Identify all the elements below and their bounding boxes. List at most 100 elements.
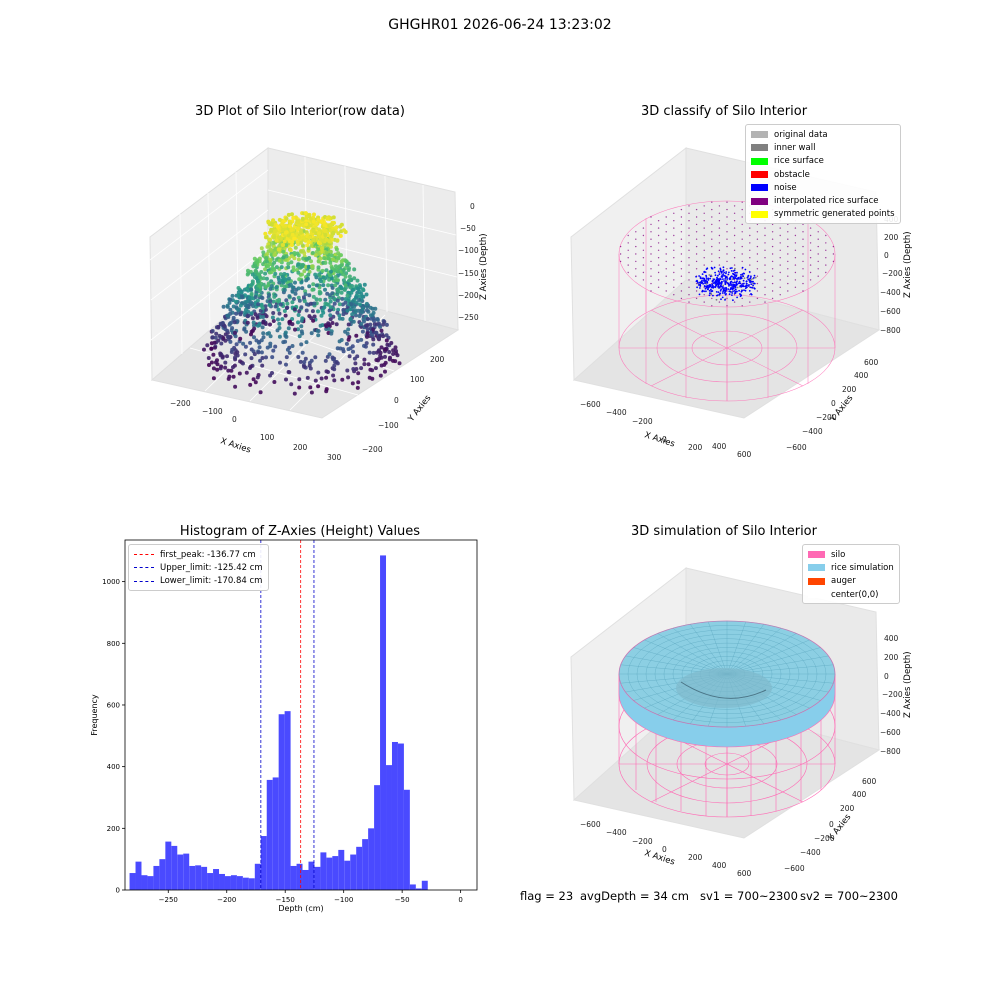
- raw-point: [276, 247, 281, 252]
- noise-point: [731, 286, 733, 288]
- noise-point: [724, 280, 727, 282]
- interpolated-point: [627, 234, 629, 237]
- raw-point: [296, 220, 300, 224]
- noise-point: [708, 289, 711, 292]
- raw-point: [321, 275, 326, 280]
- mesh-spoke: [726, 639, 810, 675]
- classify-y-tick: −600: [786, 443, 807, 452]
- classify-legend: original data inner wall rice surface ob…: [745, 124, 901, 225]
- noise-point: [728, 293, 731, 296]
- interpolated-point: [802, 245, 804, 248]
- histogram-bar: [224, 876, 231, 890]
- raw-point: [277, 244, 282, 248]
- interpolated-point: [817, 260, 819, 263]
- noise-point: [713, 278, 715, 281]
- raw-point: [394, 351, 399, 356]
- simulation-y-tick: 600: [862, 777, 877, 786]
- raw-point: [332, 367, 337, 372]
- raw-point: [252, 352, 257, 357]
- interpolated-point: [711, 201, 713, 203]
- avg-depth-text: avgDepth = 34 cm: [580, 889, 689, 903]
- histogram-y-tick-label: 600: [107, 701, 120, 709]
- interpolated-point: [771, 297, 774, 300]
- raw-point: [264, 276, 269, 281]
- interpolated-point: [680, 275, 683, 277]
- raw-point: [284, 284, 289, 289]
- noise-point: [724, 299, 726, 301]
- noise-point: [752, 284, 754, 287]
- interpolated-point: [650, 268, 652, 270]
- noise-point: [727, 288, 730, 290]
- raw-point: [253, 264, 258, 269]
- raw-point: [282, 272, 287, 276]
- raw-point: [355, 286, 360, 291]
- noise-point: [703, 278, 706, 281]
- noise-point: [749, 286, 752, 289]
- raw-point: [353, 308, 358, 313]
- raw-point: [370, 306, 375, 311]
- interpolated-point: [779, 257, 781, 259]
- noise-point: [744, 268, 747, 271]
- interpolated-point: [711, 231, 713, 233]
- simulation-y-tick: −200: [814, 834, 835, 843]
- raw-point: [260, 306, 265, 311]
- interpolated-point: [718, 264, 721, 266]
- interpolated-point: [726, 290, 728, 292]
- raw-point: [349, 302, 354, 307]
- raw-point: [310, 287, 315, 292]
- raw-point: [325, 216, 330, 221]
- interpolated-point: [787, 260, 789, 263]
- histogram-bar: [296, 863, 303, 890]
- interpolated-point: [726, 245, 728, 248]
- noise-point: [721, 292, 724, 294]
- raw-point: [356, 308, 361, 313]
- raw-point: [355, 339, 360, 343]
- raw-point: [346, 261, 351, 266]
- raw-point: [330, 266, 335, 271]
- noise-point: [745, 284, 748, 287]
- raw-point: [312, 301, 317, 306]
- raw-point: [218, 366, 223, 371]
- interpolated-point: [680, 245, 683, 248]
- noise-point: [722, 286, 724, 288]
- noise-point: [725, 293, 727, 295]
- raw-point: [268, 247, 273, 252]
- noise-point: [733, 285, 735, 288]
- legend-swatch: [751, 210, 768, 218]
- raw-point: [259, 246, 264, 251]
- noise-point: [751, 280, 753, 283]
- raw-point: [303, 238, 308, 243]
- raw-point: [253, 295, 258, 299]
- interpolated-point: [695, 208, 698, 211]
- histogram-bar: [356, 846, 363, 890]
- legend-swatch: [751, 171, 768, 179]
- raw-point: [318, 297, 323, 302]
- raw-point: [277, 217, 282, 222]
- interpolated-point: [794, 257, 797, 259]
- interpolated-point: [673, 220, 675, 222]
- interpolated-point: [680, 282, 683, 285]
- raw-point: [226, 313, 230, 318]
- raw-point: [250, 279, 255, 284]
- interpolated-point: [695, 297, 698, 300]
- noise-point: [732, 273, 735, 276]
- histogram-bar: [380, 555, 387, 890]
- raw-point: [303, 292, 308, 297]
- raw-point: [230, 293, 235, 298]
- interpolated-point: [695, 290, 698, 292]
- histogram-x-tick-label: −50: [395, 896, 410, 904]
- simulation-y-tick: 0: [829, 820, 834, 829]
- raw-point: [357, 294, 362, 299]
- noise-point: [735, 281, 738, 284]
- histogram-y-tick-label: 400: [107, 763, 120, 771]
- noise-point: [725, 288, 728, 290]
- raw-y-tick: 200: [430, 355, 445, 364]
- raw-point: [267, 303, 272, 307]
- raw-point: [337, 316, 342, 321]
- simulation-z-tick: −600: [880, 728, 901, 737]
- raw-point: [283, 313, 288, 318]
- raw-point: [309, 331, 314, 336]
- raw-point: [248, 382, 253, 387]
- interpolated-point: [695, 245, 698, 248]
- raw-point: [361, 317, 366, 322]
